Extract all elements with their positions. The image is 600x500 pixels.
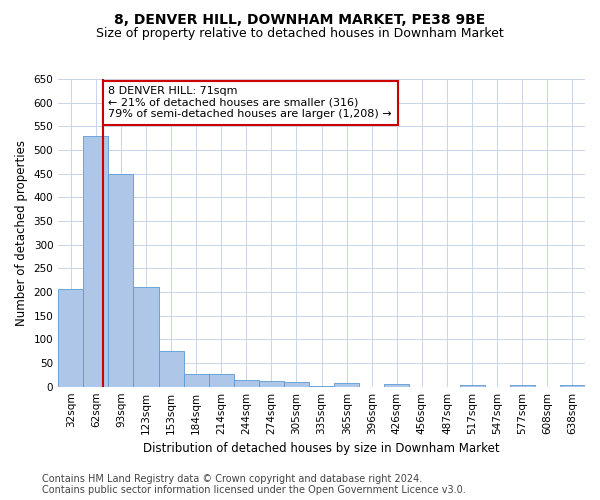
Bar (58, 288, 83, 386)
Text: Contains HM Land Registry data © Crown copyright and database right 2024.: Contains HM Land Registry data © Crown c… (42, 474, 422, 484)
Bar (284, 382, 309, 386)
Text: 8, DENVER HILL, DOWNHAM MARKET, PE38 9BE: 8, DENVER HILL, DOWNHAM MARKET, PE38 9BE (115, 12, 485, 26)
Text: Size of property relative to detached houses in Downham Market: Size of property relative to detached ho… (96, 28, 504, 40)
Bar (460, 385, 485, 386)
Text: 8 DENVER HILL: 71sqm
← 21% of detached houses are smaller (316)
79% of semi-deta: 8 DENVER HILL: 71sqm ← 21% of detached h… (109, 86, 392, 120)
Bar (209, 374, 234, 386)
Bar (385, 384, 409, 386)
Y-axis label: Number of detached properties: Number of detached properties (15, 140, 28, 326)
Bar (83, 136, 109, 386)
Bar (259, 381, 284, 386)
Bar (133, 287, 158, 386)
Bar (158, 351, 184, 386)
Bar (560, 385, 585, 386)
Text: Contains public sector information licensed under the Open Government Licence v3: Contains public sector information licen… (42, 485, 466, 495)
Bar (234, 380, 259, 386)
X-axis label: Distribution of detached houses by size in Downham Market: Distribution of detached houses by size … (143, 442, 500, 455)
Bar (109, 174, 133, 386)
Bar (334, 383, 359, 386)
Bar (184, 374, 209, 386)
